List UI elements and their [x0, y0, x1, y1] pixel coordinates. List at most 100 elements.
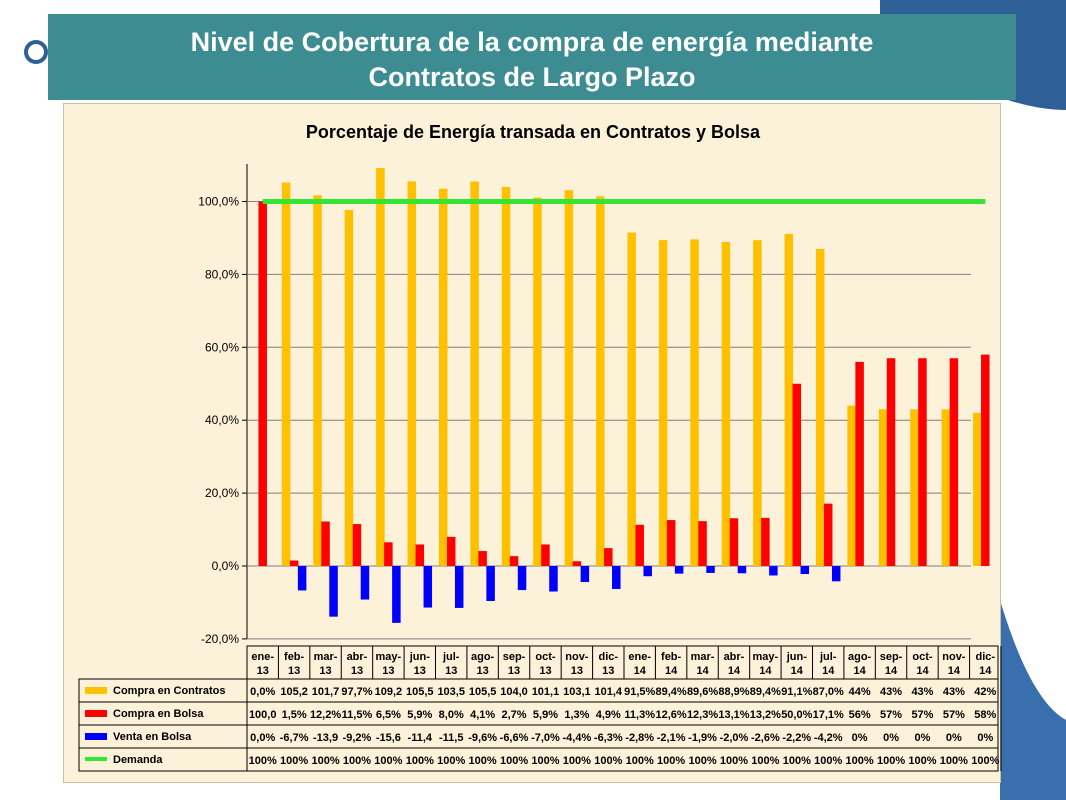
- data-label: 100%: [500, 755, 528, 767]
- data-label: -15,6: [376, 732, 401, 744]
- bar-compra-en-contratos: [470, 181, 479, 566]
- bar-compra-en-bolsa: [289, 560, 299, 566]
- data-label: 100%: [469, 755, 497, 767]
- data-label: 0%: [852, 732, 868, 744]
- x-tick-label-line2: 14: [854, 665, 867, 677]
- data-label: 100%: [249, 755, 277, 767]
- bar-compra-en-bolsa: [321, 521, 330, 566]
- data-label: -2,2%: [782, 732, 811, 744]
- bar-compra-en-contratos: [596, 196, 605, 566]
- y-tick-label: 20,0%: [205, 486, 239, 500]
- data-label: 50,0%: [781, 709, 812, 721]
- data-label: 42%: [974, 686, 996, 698]
- bar-venta-en-bolsa: [423, 566, 433, 608]
- data-label: 6,5%: [376, 709, 401, 721]
- x-tick-label-line1: feb-: [284, 651, 305, 663]
- bar-compra-en-contratos: [690, 239, 699, 566]
- data-label: 100%: [877, 755, 905, 767]
- data-label: -6,6%: [500, 732, 529, 744]
- data-label: 100%: [626, 755, 654, 767]
- bar-compra-en-bolsa: [415, 544, 425, 566]
- x-tick-label-line2: 13: [382, 665, 394, 677]
- data-label: 2,7%: [502, 709, 527, 721]
- data-label: 100%: [971, 755, 999, 767]
- x-tick-label-line2: 13: [445, 665, 457, 677]
- bar-compra-en-contratos: [281, 182, 291, 566]
- data-label: 109,2: [375, 686, 403, 698]
- bar-compra-en-bolsa: [572, 561, 582, 566]
- x-tick-label-line2: 13: [539, 665, 551, 677]
- y-tick-label: -20,0%: [201, 632, 239, 646]
- bar-compra-en-bolsa: [666, 520, 676, 566]
- data-label: 103,1: [563, 686, 591, 698]
- x-tick-label-line1: jul-: [442, 651, 460, 663]
- data-label: 13,2%: [750, 709, 781, 721]
- x-tick-label-line1: ene-: [628, 651, 651, 663]
- data-label: 100%: [437, 755, 465, 767]
- bar-compra-en-contratos: [784, 233, 794, 567]
- x-tick-label-line1: dic-: [599, 651, 619, 663]
- bar-venta-en-bolsa: [831, 566, 841, 582]
- bar-compra-en-bolsa: [981, 354, 990, 566]
- bar-compra-en-bolsa: [729, 518, 739, 566]
- data-label: 101,4: [595, 686, 623, 698]
- bar-compra-en-bolsa: [635, 524, 644, 566]
- bar-compra-en-bolsa: [604, 548, 613, 566]
- bar-compra-en-contratos: [627, 232, 636, 567]
- bar-compra-en-bolsa: [855, 361, 864, 566]
- data-label: 0%: [883, 732, 899, 744]
- bar-venta-en-bolsa: [360, 566, 370, 600]
- data-label: 1,5%: [282, 709, 307, 721]
- data-label: 100%: [280, 755, 308, 767]
- y-tick-label: 80,0%: [205, 267, 239, 281]
- data-label: 57%: [911, 709, 933, 721]
- data-label: -9,6%: [468, 732, 497, 744]
- data-label: 100%: [406, 755, 434, 767]
- data-label: 0,0%: [250, 732, 275, 744]
- data-label: 0%: [977, 732, 993, 744]
- data-table: ene- 13 feb- 13 mar- 13 abr- 13 may- 13 jun- 13 jul-…: [78, 645, 1002, 772]
- data-label: 100%: [940, 755, 968, 767]
- data-label: 89,4%: [750, 686, 781, 698]
- corner-swoosh-bottom-right: [1000, 600, 1066, 800]
- bar-compra-en-contratos: [815, 248, 825, 566]
- x-tick-label-line2: 13: [414, 665, 426, 677]
- data-label: -11,4: [408, 732, 433, 744]
- data-label: 105,5: [406, 686, 434, 698]
- x-tick-label-line2: 14: [665, 665, 678, 677]
- x-tick-label-line2: 13: [288, 665, 300, 677]
- data-label: -1,9%: [688, 732, 717, 744]
- bar-compra-en-bolsa: [352, 524, 362, 566]
- chart-title: Porcentaje de Energía transada en Contra…: [306, 122, 761, 142]
- y-tick-label: 100,0%: [198, 195, 239, 209]
- data-label: -4,4%: [563, 732, 592, 744]
- bar-venta-en-bolsa: [297, 566, 307, 591]
- bar-compra-en-bolsa: [258, 201, 267, 566]
- data-label: 100%: [751, 755, 779, 767]
- slide-header: Nivel de Cobertura de la compra de energ…: [48, 14, 1016, 100]
- x-tick-label-line1: jun-: [409, 651, 430, 663]
- data-label: 1,3%: [564, 709, 589, 721]
- x-tick-label-line2: 14: [696, 665, 709, 677]
- data-label: 13,1%: [718, 709, 749, 721]
- bar-compra-en-bolsa: [886, 358, 896, 566]
- data-label: 104,0: [500, 686, 528, 698]
- bar-venta-en-bolsa: [517, 566, 527, 591]
- legend-label: Compra en Bolsa: [113, 708, 204, 720]
- bar-compra-en-contratos: [658, 240, 668, 566]
- bar-compra-en-contratos: [878, 409, 888, 566]
- x-tick-label-line2: 13: [602, 665, 614, 677]
- data-label: 11,5%: [342, 709, 373, 721]
- x-tick-label-line2: 14: [791, 665, 804, 677]
- x-tick-label-line1: ene-: [251, 651, 274, 663]
- bar-compra-en-bolsa: [792, 383, 802, 566]
- bar-venta-en-bolsa: [769, 566, 778, 576]
- x-tick-label-line2: 14: [916, 665, 929, 677]
- legend-swatch: [85, 710, 107, 717]
- bar-compra-en-contratos: [313, 195, 322, 566]
- bar-compra-en-contratos: [407, 181, 417, 566]
- y-tick-label: 60,0%: [205, 340, 239, 354]
- x-tick-label-line2: 13: [571, 665, 583, 677]
- data-label: 100%: [783, 755, 811, 767]
- bar-compra-en-contratos: [973, 412, 982, 566]
